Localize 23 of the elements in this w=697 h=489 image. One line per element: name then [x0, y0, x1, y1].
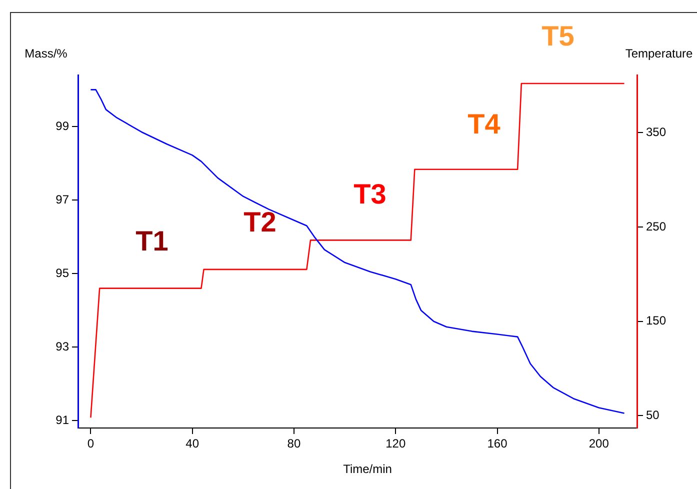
x-tick-label: 200 — [588, 436, 610, 451]
x-tick-label: 120 — [386, 436, 406, 451]
y-tick-label: 95 — [56, 266, 70, 280]
y2-tick-label: 350 — [646, 124, 666, 139]
y2-tick-label: 50 — [646, 408, 660, 422]
text: T5 — [542, 20, 574, 52]
x-tick-label: 0 — [87, 436, 94, 451]
x-tick-label: 80 — [287, 436, 301, 451]
y-axis-title: Mass/% — [24, 46, 68, 60]
y2-tick-label: 150 — [646, 314, 666, 328]
y-tick-label: 99 — [56, 118, 70, 133]
y-tick-label: 93 — [56, 339, 70, 354]
y2-axis-title: Temperature — [625, 46, 694, 60]
annotation: T2 — [244, 206, 276, 238]
annotation: T1 — [136, 226, 168, 257]
x-axis-title: Time/min — [343, 462, 392, 476]
y-tick-label: 91 — [56, 412, 70, 427]
x-tick-label: 160 — [487, 436, 508, 451]
x-tick-label: 40 — [186, 436, 200, 451]
annotation: T4 — [468, 108, 501, 140]
y2-tick-label: 250 — [646, 219, 666, 234]
y-tick-label: 97 — [56, 192, 70, 206]
annotation: T3 — [354, 178, 386, 210]
